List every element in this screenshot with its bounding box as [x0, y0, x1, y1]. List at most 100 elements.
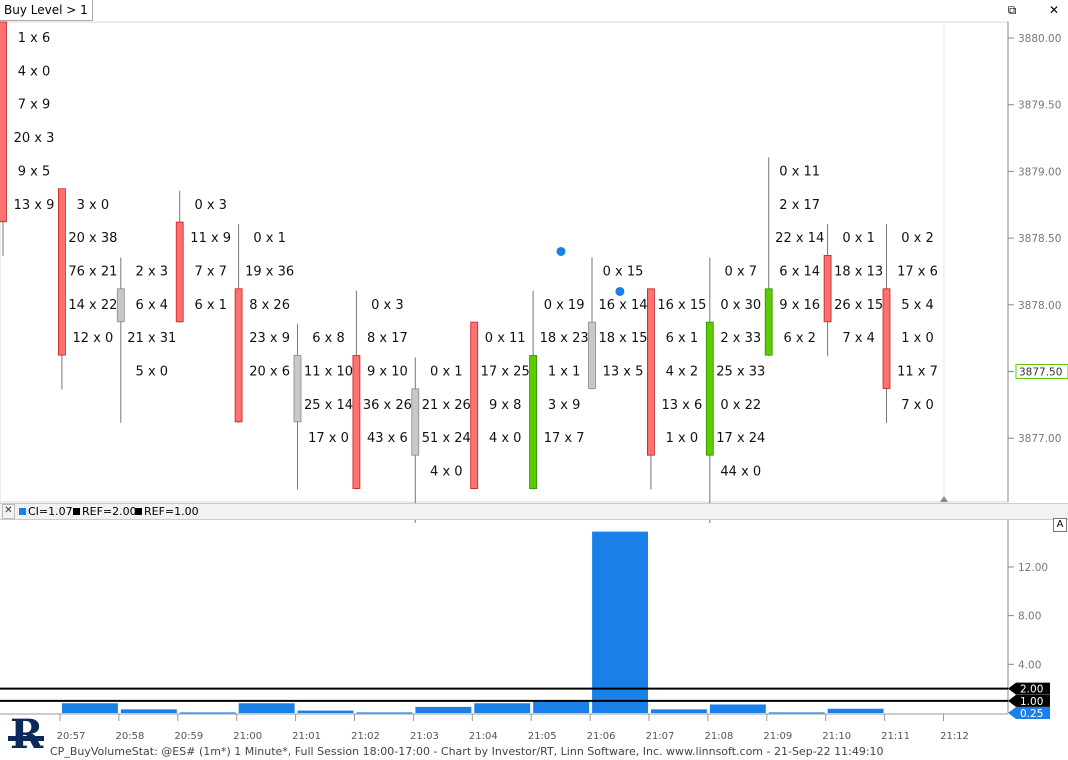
- legend-ref2: REF=2.00: [73, 504, 137, 519]
- footprint-cell: 11 x 10: [304, 365, 353, 380]
- footprint-cell: 11 x 9: [190, 231, 231, 246]
- legend-ci-swatch: [19, 508, 26, 515]
- footprint-cell: 16 x 14: [598, 298, 647, 313]
- footprint-cell: 6 x 1: [666, 331, 699, 346]
- time-axis-label: 21:00: [233, 731, 262, 742]
- footprint-cell: 25 x 33: [716, 365, 765, 380]
- price-axis-label: 3878.00: [1018, 300, 1061, 312]
- last-price-label: 3877.50: [1019, 367, 1062, 379]
- ref-value-tag: [1008, 694, 1050, 707]
- footprint-cell: 51 x 24: [422, 431, 471, 446]
- time-axis-label: 21:04: [469, 731, 498, 742]
- legend-ref2-swatch: [73, 508, 80, 515]
- restore-icon[interactable]: ⧉: [1007, 3, 1017, 17]
- close-pane-icon[interactable]: ✕: [2, 504, 15, 519]
- footprint-cell: 7 x 7: [194, 264, 227, 279]
- footprint-cell: 3 x 0: [77, 198, 110, 213]
- time-axis-label: 21:03: [410, 731, 439, 742]
- price-pane-frame: [0, 21, 1009, 503]
- footprint-cell: 0 x 2: [901, 231, 934, 246]
- time-axis-label: 21:05: [528, 731, 557, 742]
- candle-body: [58, 188, 66, 356]
- time-axis-label: 21:07: [646, 731, 675, 742]
- legend-ref2-label: REF=2.00: [82, 505, 137, 518]
- footprint-cell: 17 x 25: [481, 365, 530, 380]
- candle-body: [764, 288, 773, 356]
- footprint-cell: 6 x 1: [194, 298, 227, 313]
- footprint-cell: 1 x 6: [18, 31, 51, 46]
- candle-body: [411, 388, 420, 456]
- ci-bar: [533, 700, 590, 713]
- time-axis-label: 21:12: [940, 731, 969, 742]
- footprint-cell: 9 x 8: [489, 398, 522, 413]
- footprint-cell: 25 x 14: [304, 398, 353, 413]
- footprint-cell: 6 x 14: [779, 264, 820, 279]
- footprint-cell: 20 x 38: [68, 231, 117, 246]
- footprint-cell: 21 x 31: [127, 331, 176, 346]
- chart-footer: CP_BuyVolumeStat: @ES# (1m*) 1 Minute*, …: [50, 745, 884, 758]
- footprint-cell: 26 x 15: [834, 298, 883, 313]
- footprint-cell: 2 x 33: [720, 331, 761, 346]
- footprint-cell: 0 x 1: [842, 231, 875, 246]
- footprint-cell: 76 x 21: [68, 264, 117, 279]
- brand-logo-icon: R: [10, 711, 44, 758]
- footprint-cell: 16 x 15: [657, 298, 706, 313]
- candle-body: [234, 288, 243, 423]
- footprint-cell: 0 x 30: [720, 298, 761, 313]
- footprint-cell: 17 x 7: [544, 431, 585, 446]
- candle-body: [293, 355, 302, 423]
- footprint-cell: 0 x 1: [430, 365, 463, 380]
- last-price-box: [1015, 364, 1068, 379]
- footprint-cell: 21 x 26: [422, 398, 471, 413]
- footprint-cell: 8 x 17: [367, 331, 408, 346]
- footprint-cell: 18 x 23: [540, 331, 589, 346]
- legend-ci-label: CI=1.07: [28, 505, 73, 518]
- footprint-cell: 5 x 0: [136, 365, 169, 380]
- footprint-cell: 1 x 0: [666, 431, 699, 446]
- ref-value-label: 1.00: [1020, 696, 1043, 708]
- ci-bar: [120, 709, 177, 713]
- candle-body: [705, 321, 714, 456]
- footprint-cell: 9 x 16: [779, 298, 820, 313]
- ci-bar: [415, 706, 472, 713]
- footprint-cell: 17 x 0: [308, 431, 349, 446]
- footprint-cell: 18 x 13: [834, 264, 883, 279]
- candle-body: [352, 355, 361, 489]
- ci-bar: [474, 703, 531, 713]
- footprint-cell: 0 x 11: [485, 331, 526, 346]
- ci-bar: [238, 703, 295, 713]
- footprint-cell: 43 x 6: [367, 431, 408, 446]
- candle-body: [647, 288, 655, 456]
- ci-bar: [592, 531, 648, 713]
- footprint-cell: 23 x 9: [249, 331, 290, 346]
- scroll-marker-icon: [940, 496, 948, 502]
- ref-value-tag: [1008, 682, 1050, 695]
- footprint-cell: 0 x 1: [253, 231, 286, 246]
- close-icon[interactable]: ✕: [1048, 3, 1060, 17]
- autoscale-button[interactable]: A: [1053, 518, 1067, 532]
- footprint-cell: 13 x 6: [662, 398, 703, 413]
- footprint-cell: 1 x 1: [548, 365, 581, 380]
- candle-body: [175, 221, 184, 323]
- legend-ref1-swatch: [135, 508, 142, 515]
- candle-body: [823, 255, 832, 323]
- footprint-cell: 2 x 3: [136, 264, 169, 279]
- footprint-cell: 7 x 0: [901, 398, 934, 413]
- time-axis-label: 21:01: [292, 731, 321, 742]
- footprint-cell: 14 x 22: [68, 298, 117, 313]
- footprint-cell: 18 x 15: [598, 331, 647, 346]
- ci-bar: [768, 712, 825, 714]
- footprint-cell: 7 x 4: [842, 331, 875, 346]
- footprint-cell: 17 x 6: [897, 264, 938, 279]
- chart-tab-buy-level[interactable]: Buy Level > 1: [0, 0, 93, 21]
- time-axis-label: 21:08: [704, 731, 733, 742]
- price-axis-label: 3880.00: [1018, 33, 1061, 45]
- footprint-cell: 0 x 19: [544, 298, 585, 313]
- footprint-cell: 0 x 22: [720, 398, 761, 413]
- candle-body: [882, 288, 891, 389]
- candle-body: [0, 21, 7, 223]
- footprint-cell: 11 x 7: [897, 365, 938, 380]
- signal-dot: [615, 286, 625, 296]
- footprint-cell: 19 x 36: [245, 264, 294, 279]
- footprint-cell: 2 x 17: [779, 198, 820, 213]
